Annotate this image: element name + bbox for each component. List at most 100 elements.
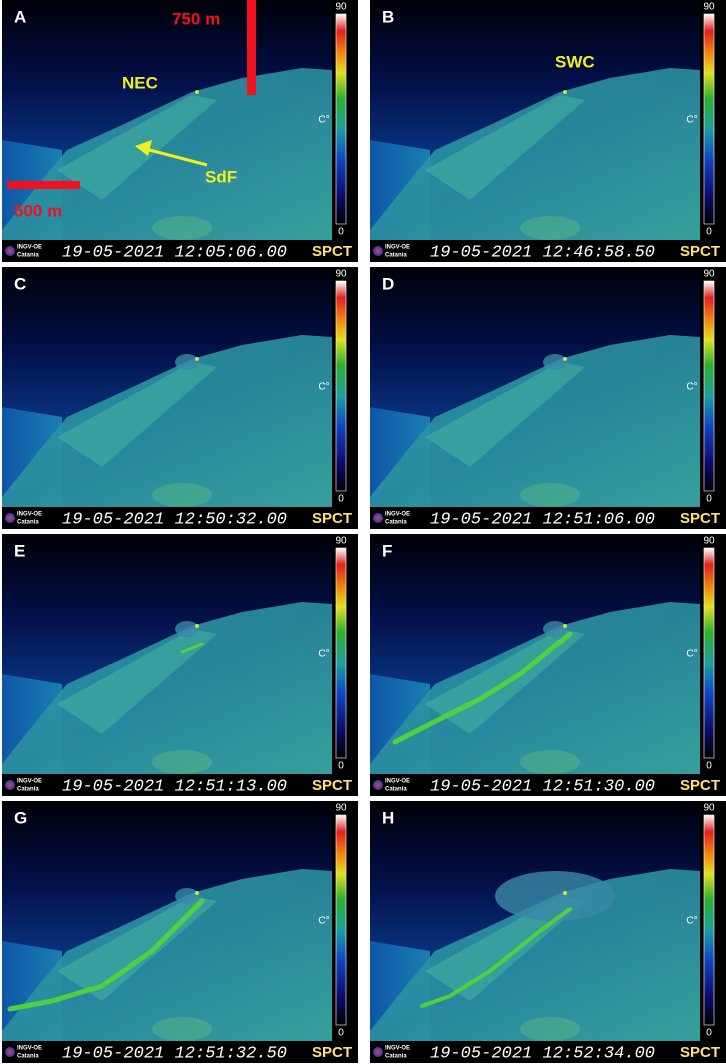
thermal-panel: 90 0 C° G INGV-OE Catania 19-05-2021 12:51:32.… bbox=[2, 801, 358, 1063]
logo-text: INGV-OE bbox=[385, 512, 410, 518]
logo-city: Catania bbox=[385, 253, 407, 259]
thermal-panel: 90 0 C° H INGV-OE Catania 19-05-2021 12:52:34.… bbox=[370, 801, 726, 1063]
scale-unit: C° bbox=[686, 115, 697, 126]
panel-label: D bbox=[382, 274, 394, 293]
sciara-del-fuoco bbox=[57, 629, 217, 734]
panel-label: A bbox=[14, 7, 26, 26]
camera-id: SPCT bbox=[680, 510, 720, 527]
thermal-panel: 90 0 C° F INGV-OE Catania 19-05-2021 12:51:30.… bbox=[370, 534, 726, 796]
camera-id: SPCT bbox=[680, 1044, 720, 1061]
panel-label: F bbox=[382, 541, 392, 560]
camera-id: SPCT bbox=[680, 777, 720, 794]
colorbar bbox=[703, 547, 715, 759]
lava-flow bbox=[392, 631, 573, 745]
volcano-flank bbox=[2, 869, 332, 1041]
arrow-head bbox=[135, 140, 152, 156]
timestamp: 19-05-2021 12:51:30.00 bbox=[430, 777, 655, 796]
timestamp: 19-05-2021 12:51:06.00 bbox=[430, 510, 655, 529]
logo-icon bbox=[5, 513, 15, 523]
colorbar bbox=[703, 280, 715, 492]
volcano-flank bbox=[370, 68, 700, 240]
scale-min: 0 bbox=[706, 494, 712, 505]
sciara-del-fuoco bbox=[425, 896, 585, 1001]
annotation: NEC bbox=[122, 73, 158, 92]
logo-city: Catania bbox=[17, 520, 39, 526]
plume bbox=[175, 621, 199, 637]
camera-id: SPCT bbox=[312, 777, 352, 794]
vent-glow bbox=[152, 483, 212, 507]
colorbar bbox=[335, 814, 347, 1026]
thermal-panel: 90 0 C° B INGV-OE Catania 19-05-2021 12:46:58.… bbox=[370, 0, 726, 262]
scale-min: 0 bbox=[706, 227, 712, 238]
panel-label: E bbox=[14, 541, 25, 560]
scale-bar-vertical bbox=[247, 0, 256, 95]
timestamp: 19-05-2021 12:52:34.00 bbox=[430, 1044, 655, 1063]
annotation: SdF bbox=[205, 167, 237, 186]
scale-max: 90 bbox=[335, 2, 347, 13]
hotspot bbox=[563, 90, 567, 94]
scale-max: 90 bbox=[703, 269, 715, 280]
scale-max: 90 bbox=[703, 803, 715, 814]
scale-max: 90 bbox=[703, 2, 715, 13]
sciara-del-fuoco bbox=[425, 362, 585, 467]
hotspot bbox=[563, 624, 567, 628]
logo-icon bbox=[373, 780, 383, 790]
volcano-flank bbox=[2, 602, 332, 774]
volcano-flank bbox=[370, 869, 700, 1041]
camera-id: SPCT bbox=[312, 243, 352, 260]
scale-min: 0 bbox=[338, 494, 344, 505]
lava-flow bbox=[420, 907, 572, 1008]
logo-text: INGV-OE bbox=[385, 779, 410, 785]
timestamp: 19-05-2021 12:50:32.00 bbox=[62, 510, 287, 529]
annotation: SWC bbox=[555, 52, 595, 71]
panel-label: H bbox=[382, 808, 394, 827]
logo-icon bbox=[5, 1047, 15, 1057]
plume bbox=[175, 354, 199, 370]
scale-min: 0 bbox=[706, 1028, 712, 1039]
logo-icon bbox=[5, 246, 15, 256]
logo-city: Catania bbox=[17, 253, 39, 259]
thermal-panel: 90 0 C° A INGV-OE Catania 19-05-2021 12:05:06.… bbox=[2, 0, 358, 262]
logo-city: Catania bbox=[17, 1054, 39, 1060]
logo-icon bbox=[373, 246, 383, 256]
scale-max: 90 bbox=[703, 536, 715, 547]
logo-city: Catania bbox=[17, 787, 39, 793]
plume bbox=[495, 871, 615, 921]
scale-bar-horizontal bbox=[7, 181, 80, 189]
hotspot bbox=[563, 357, 567, 361]
annotation: 500 m bbox=[14, 201, 62, 220]
volcano-flank bbox=[370, 602, 700, 774]
timestamp: 19-05-2021 12:51:32.50 bbox=[62, 1044, 287, 1063]
scale-max: 90 bbox=[335, 803, 347, 814]
vent-glow bbox=[152, 216, 212, 240]
logo-city: Catania bbox=[385, 787, 407, 793]
panel-label: B bbox=[382, 7, 394, 26]
thermal-panel: 90 0 C° E INGV-OE Catania 19-05-2021 12:51:13.… bbox=[2, 534, 358, 796]
plume bbox=[543, 354, 567, 370]
scale-max: 90 bbox=[335, 269, 347, 280]
logo-icon bbox=[373, 513, 383, 523]
colorbar bbox=[335, 547, 347, 759]
colorbar bbox=[335, 280, 347, 492]
plume bbox=[175, 888, 199, 904]
logo-text: INGV-OE bbox=[17, 779, 42, 785]
logo-city: Catania bbox=[385, 520, 407, 526]
colorbar bbox=[703, 13, 715, 225]
vent-glow bbox=[520, 216, 580, 240]
sciara-del-fuoco bbox=[425, 95, 585, 200]
logo-city: Catania bbox=[385, 1054, 407, 1060]
camera-id: SPCT bbox=[312, 1044, 352, 1061]
scale-unit: C° bbox=[318, 916, 329, 927]
camera-id: SPCT bbox=[312, 510, 352, 527]
logo-text: INGV-OE bbox=[385, 245, 410, 251]
vent-glow bbox=[520, 1017, 580, 1041]
lava-flow bbox=[180, 642, 204, 654]
logo-text: INGV-OE bbox=[17, 1046, 42, 1052]
vent-glow bbox=[520, 750, 580, 774]
sciara-del-fuoco bbox=[57, 362, 217, 467]
scale-min: 0 bbox=[338, 227, 344, 238]
logo-text: INGV-OE bbox=[17, 512, 42, 518]
volcano-flank bbox=[370, 335, 700, 507]
sciara-del-fuoco bbox=[57, 896, 217, 1001]
